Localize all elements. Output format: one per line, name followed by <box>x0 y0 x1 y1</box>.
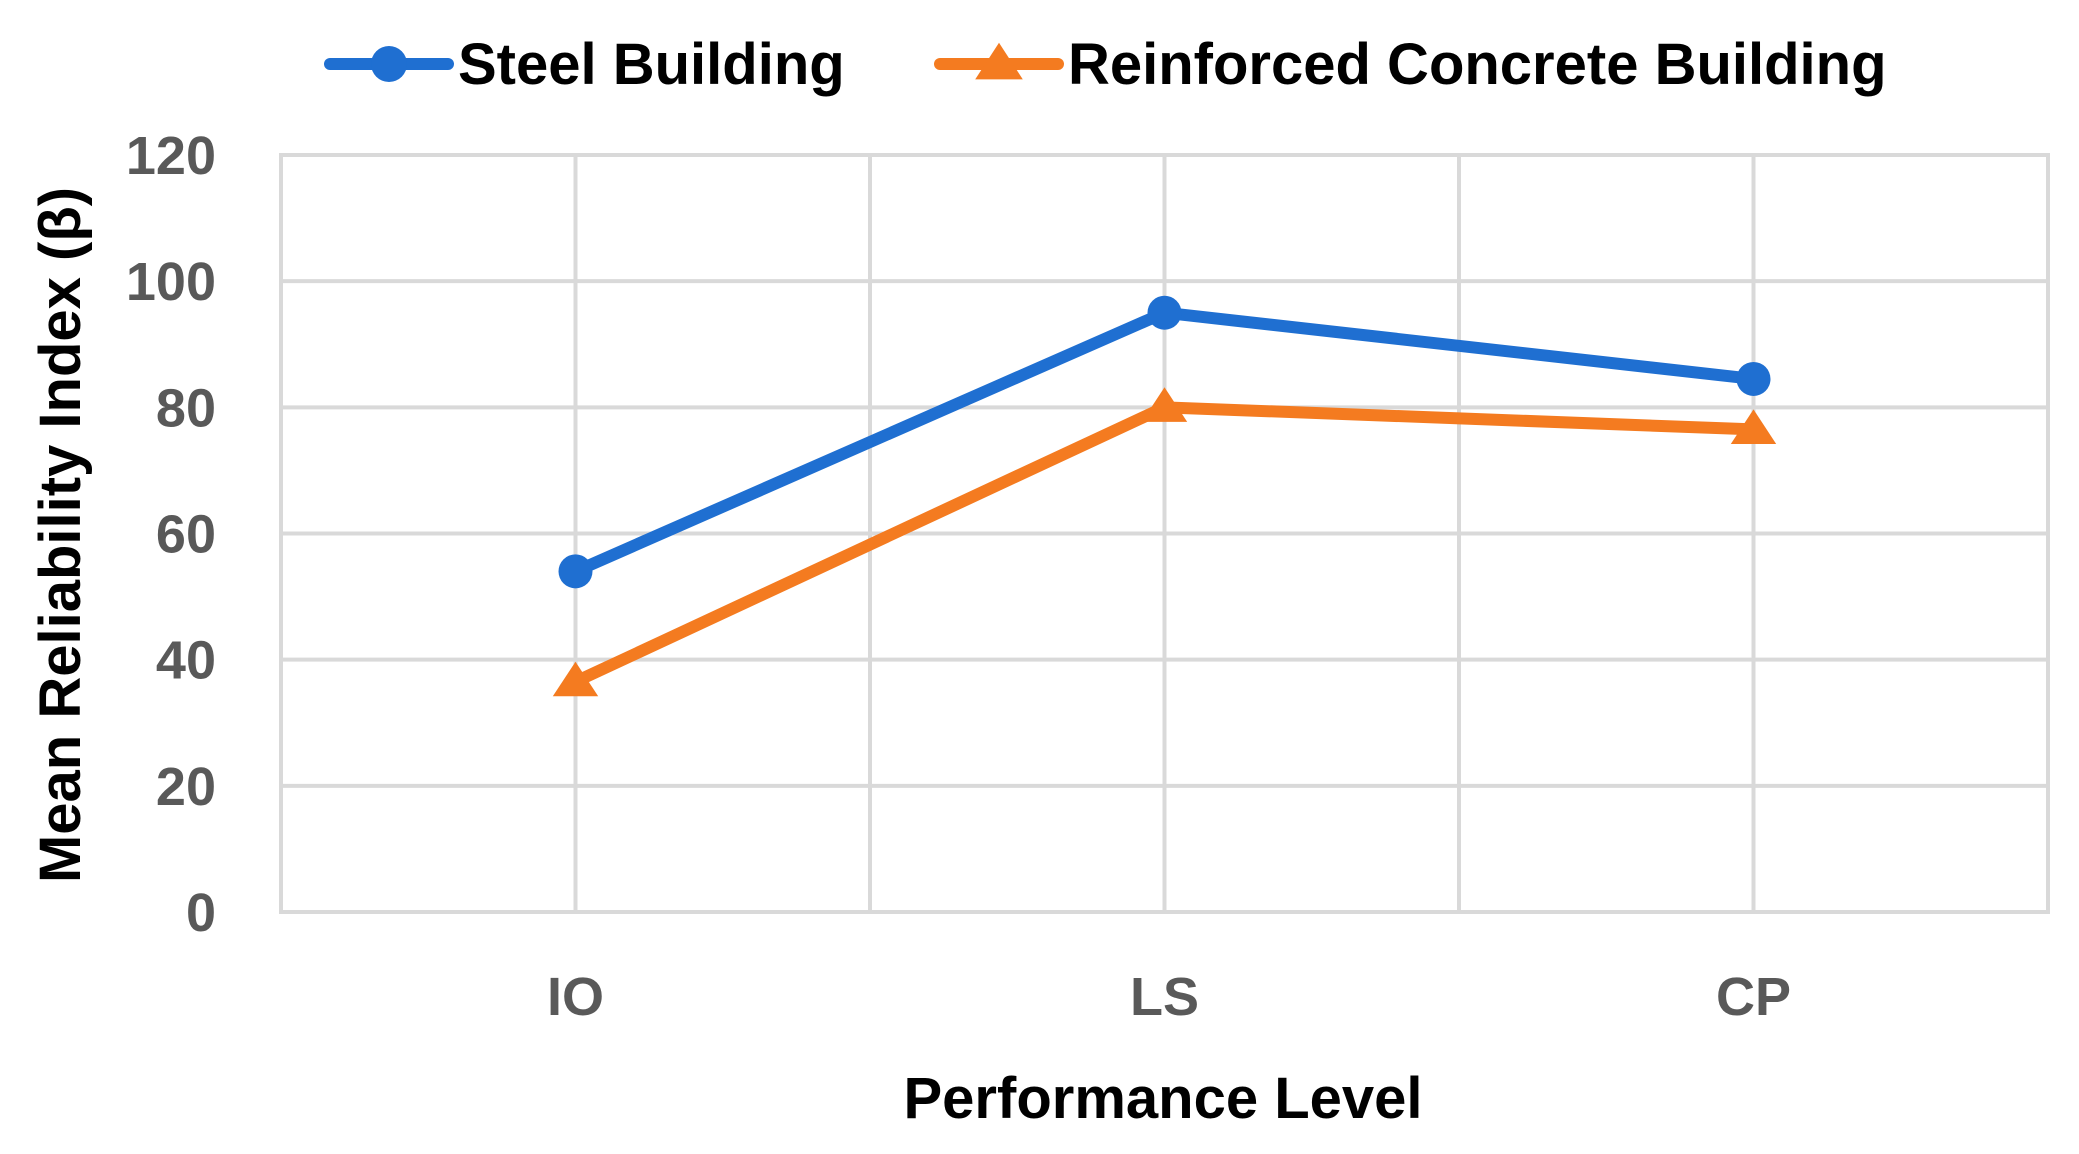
legend: Steel Building Reinforced Concrete Buildi… <box>324 32 1887 97</box>
y-tick-label: 0 <box>186 883 216 943</box>
series-layer <box>552 295 1777 697</box>
y-tick-label: 60 <box>156 505 216 565</box>
data-point <box>552 661 599 697</box>
grid-layer <box>279 153 2050 914</box>
y-tick-label: 120 <box>126 126 216 186</box>
y-tick-label: 100 <box>126 252 216 312</box>
y-axis-ticks: 0 20 40 60 80 100 120 <box>126 126 216 943</box>
data-point <box>1730 409 1777 444</box>
x-tick-label: LS <box>1130 967 1199 1027</box>
legend-label: Reinforced Concrete Building <box>1068 32 1887 97</box>
x-tick-label: CP <box>1716 967 1791 1027</box>
y-tick-label: 40 <box>156 631 216 691</box>
x-tick-label: IO <box>547 967 604 1027</box>
data-point <box>1147 295 1182 330</box>
legend-item: Steel Building <box>324 32 845 97</box>
x-axis-ticks: IO LS CP <box>547 967 1791 1027</box>
legend-marker <box>975 42 1023 80</box>
data-point <box>558 554 593 589</box>
data-point <box>1736 361 1771 396</box>
legend-item: Reinforced Concrete Building <box>934 32 1887 97</box>
x-axis-title: Performance Level <box>903 1066 1422 1131</box>
y-tick-label: 20 <box>156 757 216 817</box>
y-axis-title: Mean Reliability Index (β) <box>28 187 93 883</box>
y-tick-label: 80 <box>156 378 216 438</box>
series-steel-building <box>558 295 1771 589</box>
legend-label: Steel Building <box>458 32 845 97</box>
legend-marker <box>371 46 407 82</box>
plot-area-frame <box>279 153 2050 914</box>
data-point <box>1141 387 1188 422</box>
series-reinforced-concrete-building <box>552 387 1777 697</box>
